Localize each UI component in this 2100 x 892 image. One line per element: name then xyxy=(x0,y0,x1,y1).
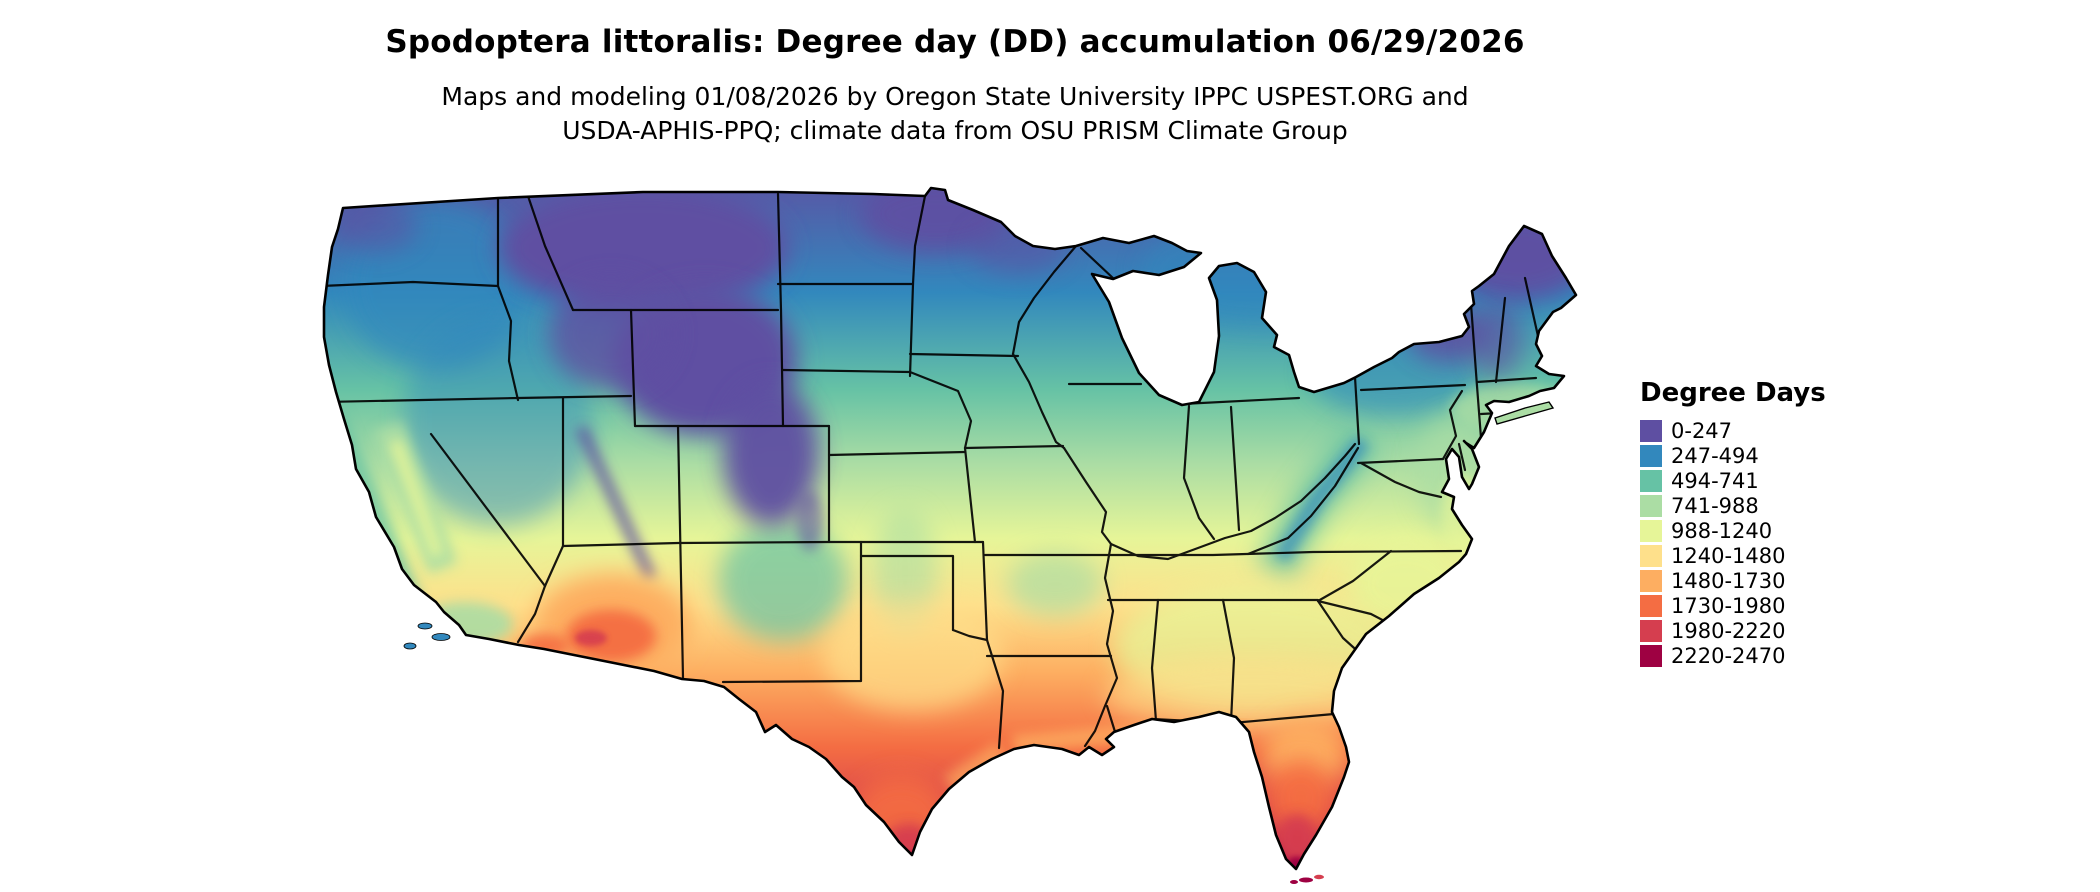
legend-swatch xyxy=(1640,569,1662,592)
page-subtitle: Maps and modeling 01/08/2026 by Oregon S… xyxy=(5,80,1905,148)
subtitle-line-2: USDA-APHIS-PPQ; climate data from OSU PR… xyxy=(562,116,1348,145)
legend-label: 494-741 xyxy=(1671,468,1759,493)
subtitle-line-1: Maps and modeling 01/08/2026 by Oregon S… xyxy=(441,82,1469,111)
legend-item: 247-494 xyxy=(1640,443,1826,468)
legend-item: 2220-2470 xyxy=(1640,643,1826,668)
legend: Degree Days 0-247 247-494 494-741 741-98… xyxy=(1640,378,1826,668)
legend-item: 741-988 xyxy=(1640,493,1826,518)
page-title: Spodoptera littoralis: Degree day (DD) a… xyxy=(385,24,1525,60)
legend-swatch xyxy=(1640,419,1662,442)
us-degree-day-map xyxy=(312,186,1592,889)
legend-item: 1730-1980 xyxy=(1640,593,1826,618)
legend-swatch xyxy=(1640,444,1662,467)
legend-swatch xyxy=(1640,544,1662,567)
legend-item: 1480-1730 xyxy=(1640,568,1826,593)
legend-swatch xyxy=(1640,644,1662,667)
florida-keys xyxy=(1290,874,1324,884)
legend-label: 741-988 xyxy=(1671,493,1759,518)
legend-swatch xyxy=(1640,494,1662,517)
legend-label: 988-1240 xyxy=(1671,518,1773,543)
map-fill xyxy=(324,188,1576,869)
legend-swatch xyxy=(1640,469,1662,492)
legend-label: 0-247 xyxy=(1671,418,1733,443)
legend-swatch xyxy=(1640,594,1662,617)
us-outline xyxy=(322,186,1578,871)
state-borders xyxy=(324,192,1556,750)
legend-label: 1240-1480 xyxy=(1671,543,1786,568)
legend-label: 1980-2220 xyxy=(1671,618,1786,643)
channel-islands xyxy=(403,622,451,650)
legend-label: 247-494 xyxy=(1671,443,1759,468)
legend-item: 988-1240 xyxy=(1640,518,1826,543)
long-island xyxy=(1494,401,1555,425)
legend-item: 0-247 xyxy=(1640,418,1826,443)
legend-item: 494-741 xyxy=(1640,468,1826,493)
legend-swatch xyxy=(1640,519,1662,542)
legend-swatch xyxy=(1640,619,1662,642)
legend-label: 1480-1730 xyxy=(1671,568,1786,593)
us-map-svg xyxy=(322,186,1578,884)
legend-label: 2220-2470 xyxy=(1671,643,1786,668)
legend-title: Degree Days xyxy=(1640,378,1826,408)
legend-item: 1980-2220 xyxy=(1640,618,1826,643)
legend-label: 1730-1980 xyxy=(1671,593,1786,618)
legend-item: 1240-1480 xyxy=(1640,543,1826,568)
